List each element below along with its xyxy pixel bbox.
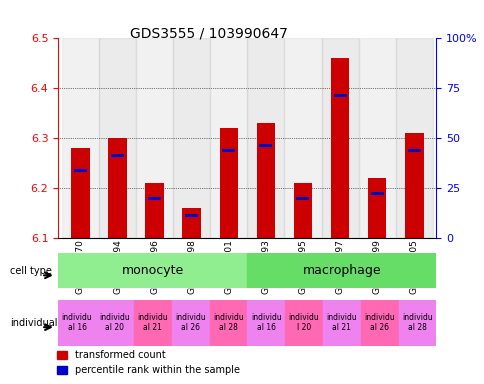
Text: GDS3555 / 103990647: GDS3555 / 103990647 (129, 27, 287, 41)
Bar (74, 169, 87, 172)
Text: individu
al 26: individu al 26 (363, 313, 394, 332)
Text: monocyte: monocyte (121, 264, 183, 277)
Bar (296, 197, 309, 200)
Bar (185, 214, 198, 217)
Bar (407, 149, 420, 152)
Bar (99, 38, 136, 238)
Bar (209, 300, 247, 346)
Text: cell type: cell type (10, 266, 51, 276)
Bar (322, 300, 360, 346)
Bar (58, 300, 96, 346)
Bar (210, 38, 247, 238)
Legend: transformed count, percentile rank within the sample: transformed count, percentile rank withi… (53, 346, 243, 379)
Bar (62, 38, 99, 238)
Bar (136, 38, 173, 238)
Text: individu
al 20: individu al 20 (99, 313, 130, 332)
Text: individu
al 16: individu al 16 (61, 313, 92, 332)
Bar (330, 58, 348, 238)
Bar (96, 300, 134, 346)
Bar (259, 144, 272, 147)
Bar (247, 253, 436, 288)
Bar (134, 300, 171, 346)
Text: macrophage: macrophage (302, 264, 380, 277)
Text: individual: individual (10, 318, 57, 328)
Bar (285, 300, 322, 346)
Bar (219, 128, 238, 238)
Text: individu
al 21: individu al 21 (137, 313, 168, 332)
Text: individu
l 20: individu l 20 (288, 313, 319, 332)
Bar (404, 133, 423, 238)
Bar (284, 38, 321, 238)
Bar (58, 253, 247, 288)
Bar (173, 38, 210, 238)
Bar (395, 38, 432, 238)
Bar (360, 300, 398, 346)
Bar (71, 148, 90, 238)
Bar (398, 300, 436, 346)
Bar (256, 123, 274, 238)
Bar (293, 183, 312, 238)
Text: individu
al 21: individu al 21 (326, 313, 357, 332)
Bar (108, 138, 126, 238)
Text: individu
al 26: individu al 26 (175, 313, 206, 332)
Bar (247, 38, 284, 238)
Bar (321, 38, 358, 238)
Text: individu
al 16: individu al 16 (250, 313, 281, 332)
Bar (145, 183, 164, 238)
Bar (148, 197, 161, 200)
Bar (367, 178, 386, 238)
Text: individu
al 28: individu al 28 (401, 313, 432, 332)
Text: individu
al 28: individu al 28 (212, 313, 243, 332)
Bar (358, 38, 395, 238)
Bar (247, 300, 285, 346)
Bar (182, 208, 200, 238)
Bar (222, 149, 235, 152)
Bar (171, 300, 209, 346)
Bar (111, 154, 124, 157)
Bar (333, 94, 346, 97)
Bar (370, 192, 383, 195)
